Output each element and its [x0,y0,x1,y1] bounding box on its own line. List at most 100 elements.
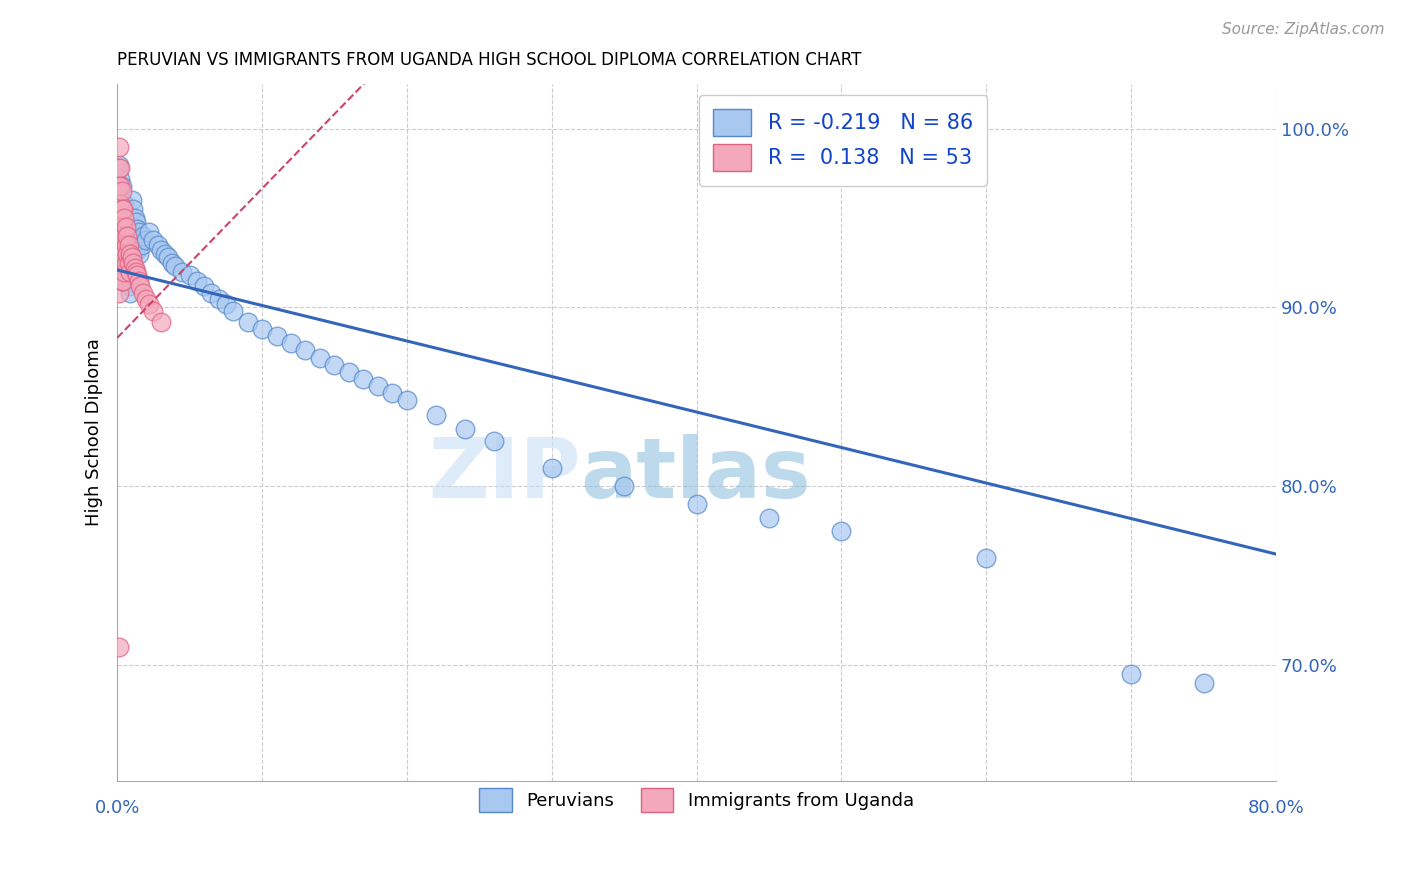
Point [193,279,215,293]
Point [135,292,157,306]
Point [540,461,562,475]
Point [156,251,179,265]
Point [128,226,150,240]
Point [118,258,141,272]
Point [120,265,142,279]
Point [122,256,145,270]
Point [160,256,183,270]
Point [114,244,136,258]
Point [118,238,141,252]
Point [132,229,155,244]
Point [114,211,136,226]
Point [114,197,136,211]
Point [120,286,142,301]
Point [172,265,194,279]
Point [142,304,165,318]
Point [114,215,136,229]
Point [138,297,160,311]
Point [280,336,302,351]
Point [215,297,238,311]
Point [120,247,142,261]
Point [121,229,143,244]
Point [107,286,129,301]
Point [124,211,146,226]
Point [120,265,142,279]
Point [127,268,149,283]
Point [142,233,165,247]
Text: PERUVIAN VS IMMIGRANTS FROM UGANDA HIGH SCHOOL DIPLOMA CORRELATION CHART: PERUVIAN VS IMMIGRANTS FROM UGANDA HIGH … [117,51,862,69]
Point [107,139,129,153]
Point [125,215,148,229]
Point [108,268,131,283]
Point [110,256,132,270]
Point [117,247,139,261]
Point [111,256,134,270]
Point [108,178,131,193]
Text: Source: ZipAtlas.com: Source: ZipAtlas.com [1222,22,1385,37]
Point [108,171,131,186]
Point [685,497,707,511]
Point [125,236,148,251]
Point [186,274,208,288]
Point [122,202,145,217]
Point [111,274,134,288]
Point [107,178,129,193]
Point [222,304,245,318]
Point [179,268,201,283]
Point [395,393,418,408]
Point [454,422,477,436]
Point [128,274,150,288]
Point [121,251,143,265]
Legend: Peruvians, Immigrants from Uganda: Peruvians, Immigrants from Uganda [467,776,927,824]
Point [115,220,138,235]
Point [110,194,132,208]
Point [118,256,141,270]
Point [115,220,138,235]
Point [111,238,134,252]
Point [107,233,129,247]
Point [110,185,132,199]
Text: atlas: atlas [581,434,811,515]
Point [337,365,360,379]
Point [114,229,136,244]
Point [115,274,138,288]
Point [117,268,139,283]
Text: ZIP: ZIP [429,434,581,515]
Point [107,185,129,199]
Point [108,161,131,175]
Point [149,315,172,329]
Point [107,251,129,265]
Point [129,279,152,293]
Point [425,408,447,422]
Point [124,261,146,276]
Point [207,292,229,306]
Point [110,202,132,217]
Point [111,220,134,235]
Point [135,233,157,247]
Point [108,233,131,247]
Point [250,322,273,336]
Point [107,197,129,211]
Point [124,233,146,247]
Point [165,260,187,274]
Point [107,157,129,171]
Point [121,194,143,208]
Point [111,247,134,261]
Point [323,358,346,372]
Point [110,178,132,193]
Point [107,640,129,654]
Point [108,194,131,208]
Y-axis label: High School Diploma: High School Diploma [86,339,103,526]
Point [830,524,852,538]
Point [138,226,160,240]
Point [127,244,149,258]
Point [107,215,129,229]
Point [1119,666,1142,681]
Point [613,479,636,493]
Point [111,229,134,244]
Point [111,202,134,217]
Point [381,386,404,401]
Point [108,215,131,229]
Point [118,238,141,252]
Point [1192,675,1215,690]
